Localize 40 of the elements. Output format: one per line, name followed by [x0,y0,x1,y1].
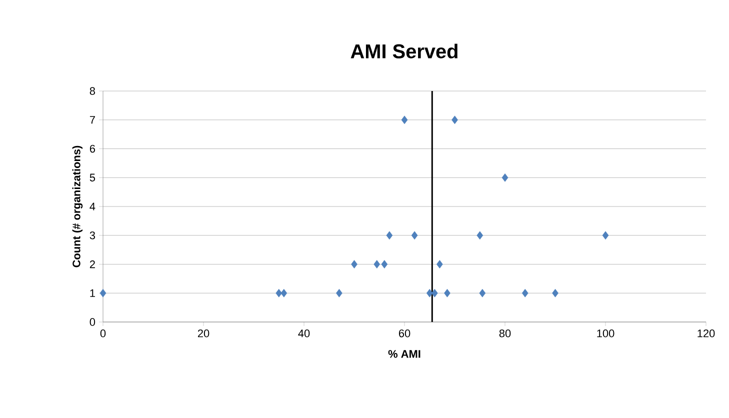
point [426,288,433,298]
x-tick-label: 40 [298,330,310,338]
point [479,288,486,298]
point [401,116,408,124]
point [381,260,388,268]
y-tick-label: 4 [90,202,96,210]
point [522,288,528,298]
point [351,260,358,268]
y-tick-label: 5 [90,174,96,182]
chart-title: AMI Served [350,44,458,58]
point [552,288,558,298]
point [276,288,282,298]
y-tick-label: 7 [90,116,95,124]
x-tick-label: 0 [100,330,106,338]
point [411,231,418,240]
point [476,231,484,240]
point [336,288,342,298]
y-tick-label: 2 [90,260,95,268]
point [444,288,450,298]
point [452,116,458,124]
x-tick-label: 120 [698,330,715,338]
point [431,288,438,298]
point [436,260,443,268]
point [502,173,508,182]
y-tick-label: 1 [90,289,95,297]
x-tick-label: 100 [597,330,614,338]
x-tick-label: 80 [499,330,511,338]
point [100,288,106,298]
x-tick-label: 20 [198,330,210,338]
y-tick-label: 3 [90,232,96,240]
y-tick-label: 0 [90,318,96,326]
point [280,288,288,298]
point [386,231,393,240]
point [602,231,609,240]
y-tick-label: 6 [90,144,96,153]
x-tick-label: 60 [398,330,410,338]
x-axis-title: % AMI [388,350,420,358]
y-tick-label: 8 [90,87,96,95]
y-axis-title: Count (# organizations) [72,146,83,268]
point [374,260,380,268]
